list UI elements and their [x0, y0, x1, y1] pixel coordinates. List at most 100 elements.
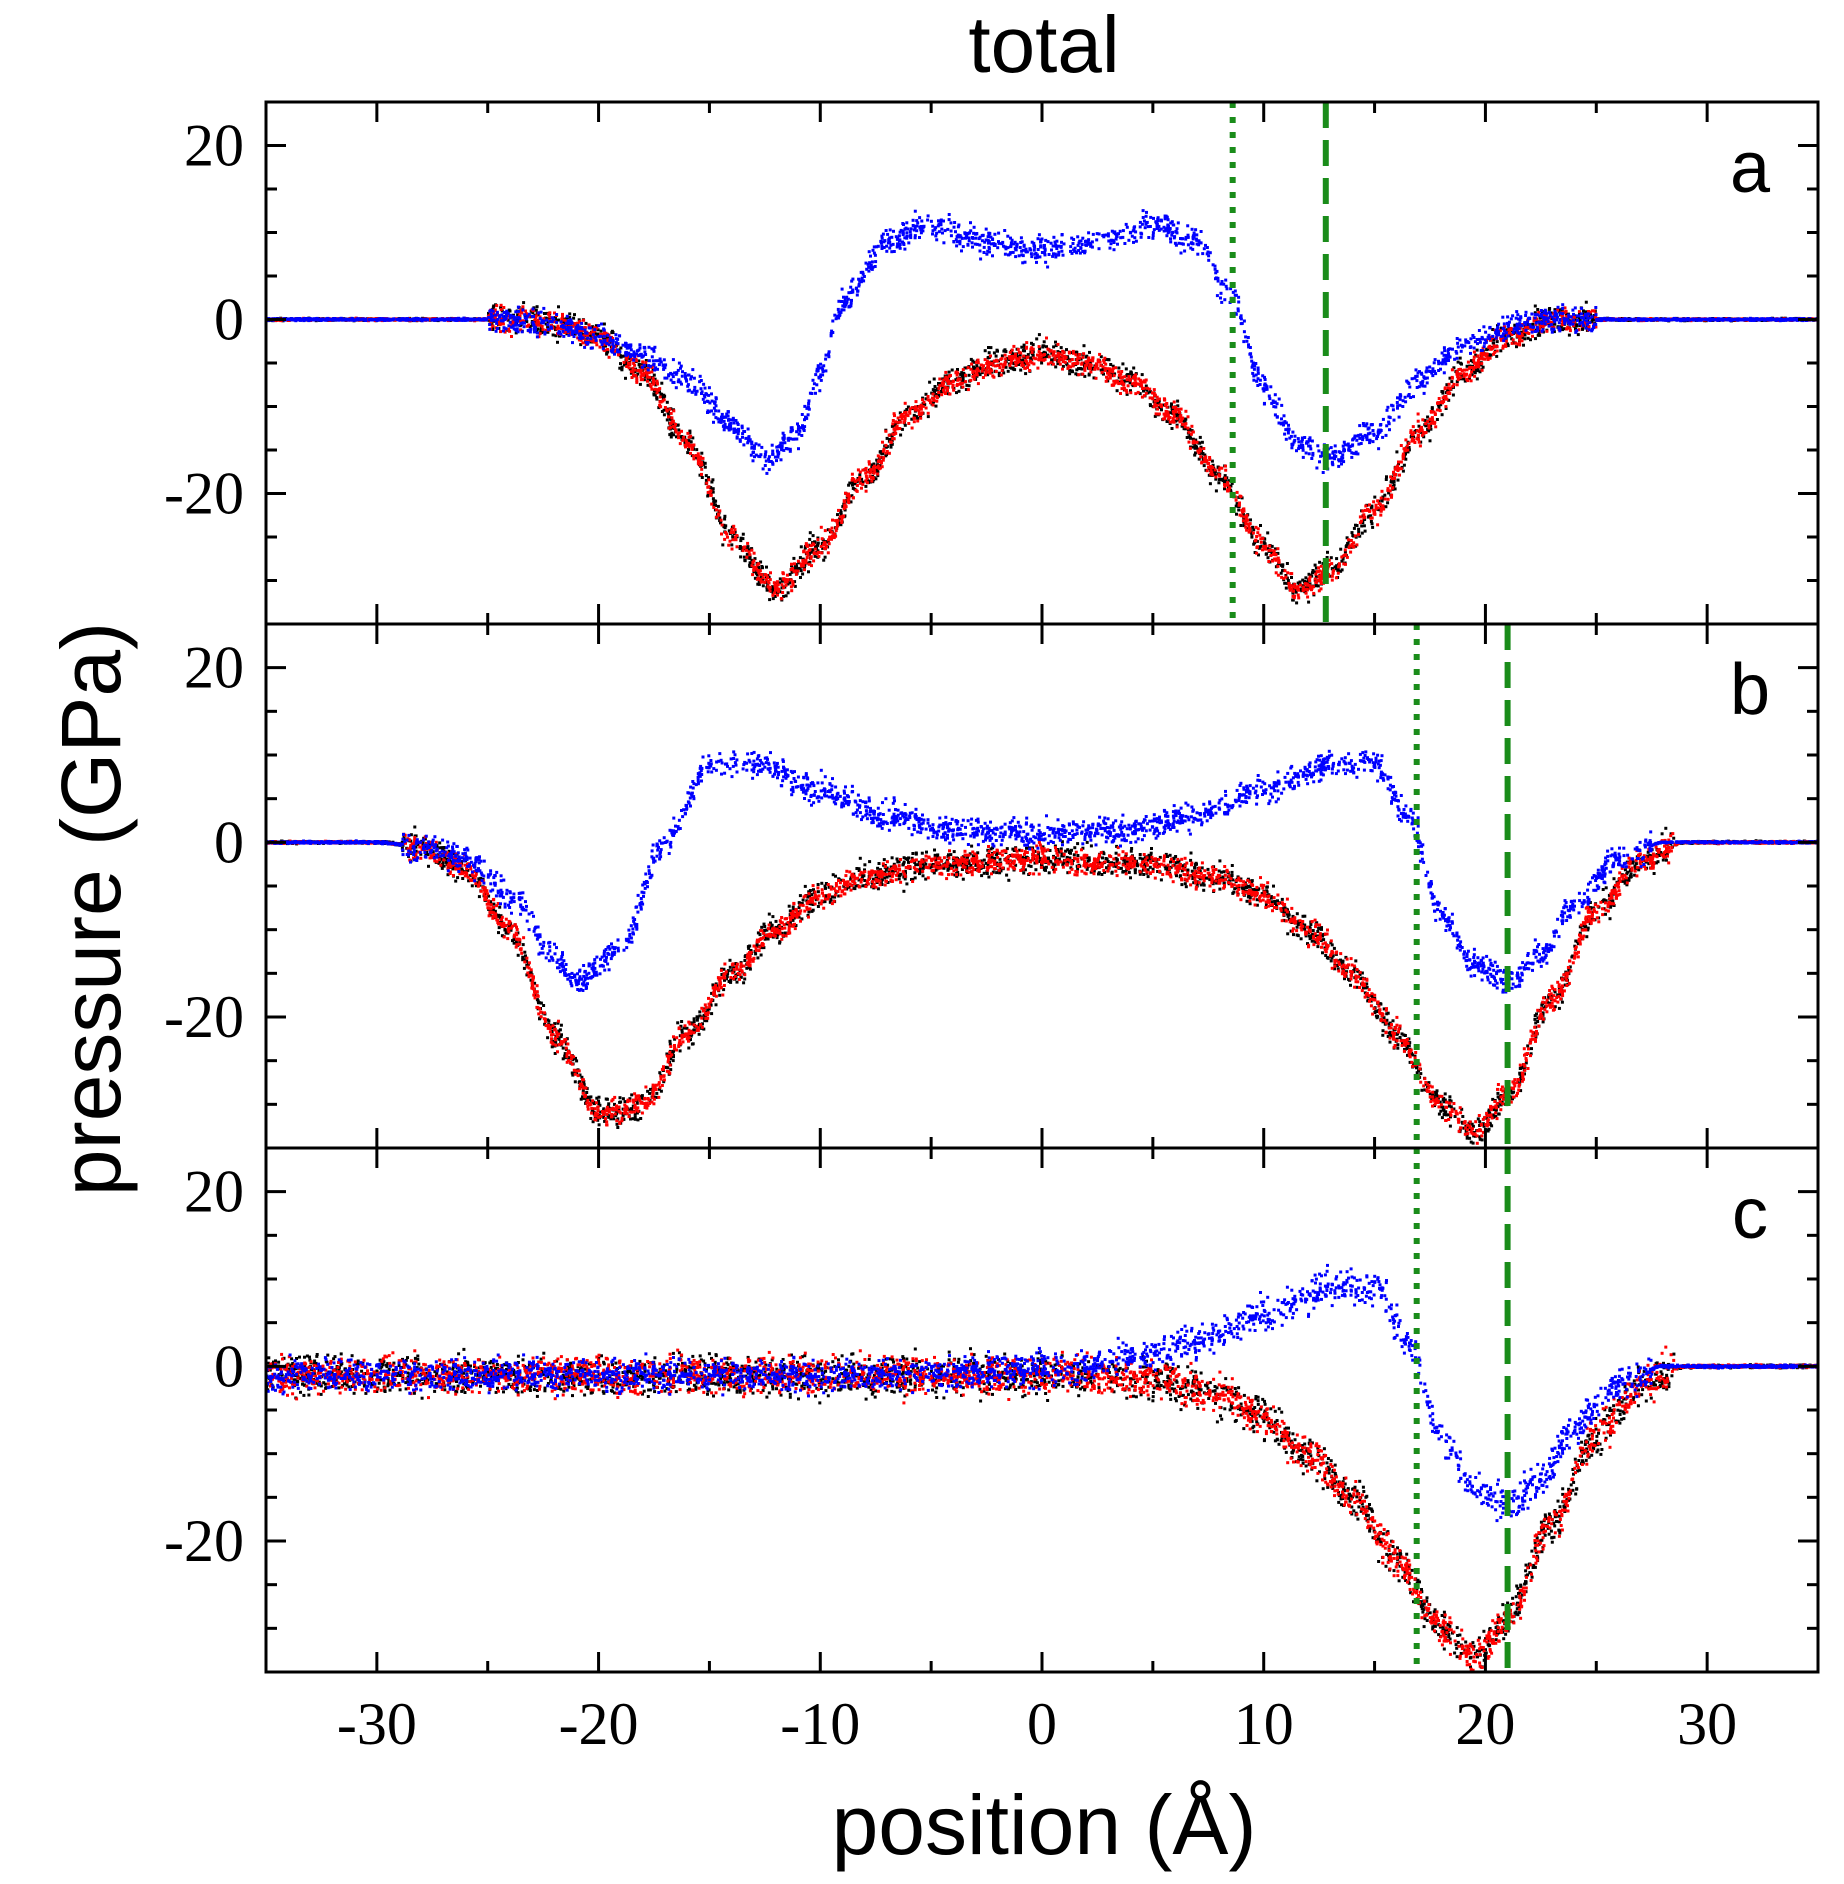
data-point — [1404, 452, 1407, 456]
data-point — [1341, 557, 1345, 561]
data-point — [791, 580, 795, 584]
data-point — [1294, 590, 1298, 594]
data-point — [816, 543, 820, 547]
data-point — [1472, 355, 1476, 359]
data-point — [659, 400, 662, 404]
data-point — [606, 348, 610, 351]
data-point — [959, 381, 963, 385]
data-point — [813, 547, 817, 551]
data-point — [700, 463, 704, 467]
data-point — [1012, 344, 1016, 348]
data-point — [1176, 413, 1180, 417]
data-point — [1465, 364, 1469, 368]
data-point — [1320, 573, 1324, 577]
data-point — [937, 391, 941, 394]
data-point — [624, 356, 628, 360]
data-point — [910, 417, 914, 421]
data-point — [1175, 417, 1179, 421]
data-point — [538, 332, 542, 336]
data-point — [1379, 513, 1383, 517]
data-point — [1098, 352, 1102, 356]
data-point — [1307, 583, 1311, 587]
data-point — [1157, 401, 1161, 405]
data-point — [1469, 379, 1473, 383]
data-point — [565, 316, 569, 320]
data-point — [875, 458, 879, 462]
data-point — [1369, 520, 1373, 523]
data-point — [962, 371, 965, 375]
data-point — [1088, 350, 1091, 354]
data-point — [700, 467, 704, 471]
data-point — [541, 328, 545, 332]
data-point — [1536, 308, 1540, 311]
data-point — [1022, 361, 1026, 365]
data-point — [964, 380, 968, 384]
data-point — [727, 529, 731, 533]
data-point — [632, 361, 636, 365]
data-point — [1158, 397, 1161, 401]
data-point — [519, 308, 523, 312]
data-point — [1432, 410, 1436, 414]
data-point — [1287, 581, 1291, 585]
data-point — [1054, 354, 1058, 358]
data-point — [1169, 404, 1173, 408]
data-point — [877, 460, 881, 464]
data-point — [1145, 386, 1149, 390]
data-point — [568, 312, 572, 316]
data-point — [793, 580, 797, 584]
data-point — [1364, 504, 1368, 508]
data-point — [804, 558, 808, 562]
data-point — [1061, 354, 1065, 358]
data-point — [521, 319, 525, 323]
data-point — [558, 326, 562, 330]
data-point — [1466, 379, 1470, 383]
data-point — [1548, 307, 1552, 310]
data-point — [636, 369, 640, 372]
data-point — [1065, 348, 1068, 352]
data-point — [1481, 351, 1485, 354]
data-point — [1398, 473, 1401, 477]
data-point — [828, 535, 832, 539]
data-point — [853, 480, 857, 483]
data-point — [756, 569, 760, 572]
data-point — [1271, 559, 1274, 563]
data-point — [694, 454, 698, 457]
data-point — [1340, 555, 1344, 559]
data-point — [1284, 574, 1288, 577]
data-point — [1074, 353, 1078, 357]
data-point — [1046, 362, 1050, 366]
data-point — [1264, 552, 1268, 556]
data-point — [674, 428, 678, 432]
data-point — [1468, 366, 1471, 370]
data-point — [1235, 502, 1239, 506]
data-point — [858, 481, 862, 485]
data-point — [1397, 460, 1400, 464]
data-point — [1565, 315, 1569, 318]
data-point — [1532, 319, 1536, 323]
data-point — [724, 524, 728, 528]
data-point — [861, 482, 865, 486]
data-point — [607, 341, 611, 344]
data-point — [791, 567, 795, 570]
data-point — [978, 366, 981, 370]
data-point — [637, 363, 641, 366]
data-point — [1007, 362, 1011, 366]
data-point — [880, 465, 884, 469]
data-point — [524, 309, 527, 313]
data-point — [751, 573, 755, 577]
data-point — [870, 466, 874, 470]
data-point — [761, 576, 765, 580]
data-point — [1219, 477, 1223, 481]
data-point — [1213, 473, 1217, 477]
data-point — [869, 470, 873, 474]
data-point — [858, 477, 861, 481]
data-point — [1224, 464, 1227, 468]
data-point — [1117, 366, 1121, 370]
data-point — [705, 481, 709, 485]
data-point — [997, 374, 1001, 378]
data-point — [933, 390, 936, 394]
data-point — [1119, 392, 1122, 395]
data-point — [1406, 450, 1410, 454]
data-point — [1352, 534, 1356, 538]
data-point — [1031, 343, 1035, 347]
